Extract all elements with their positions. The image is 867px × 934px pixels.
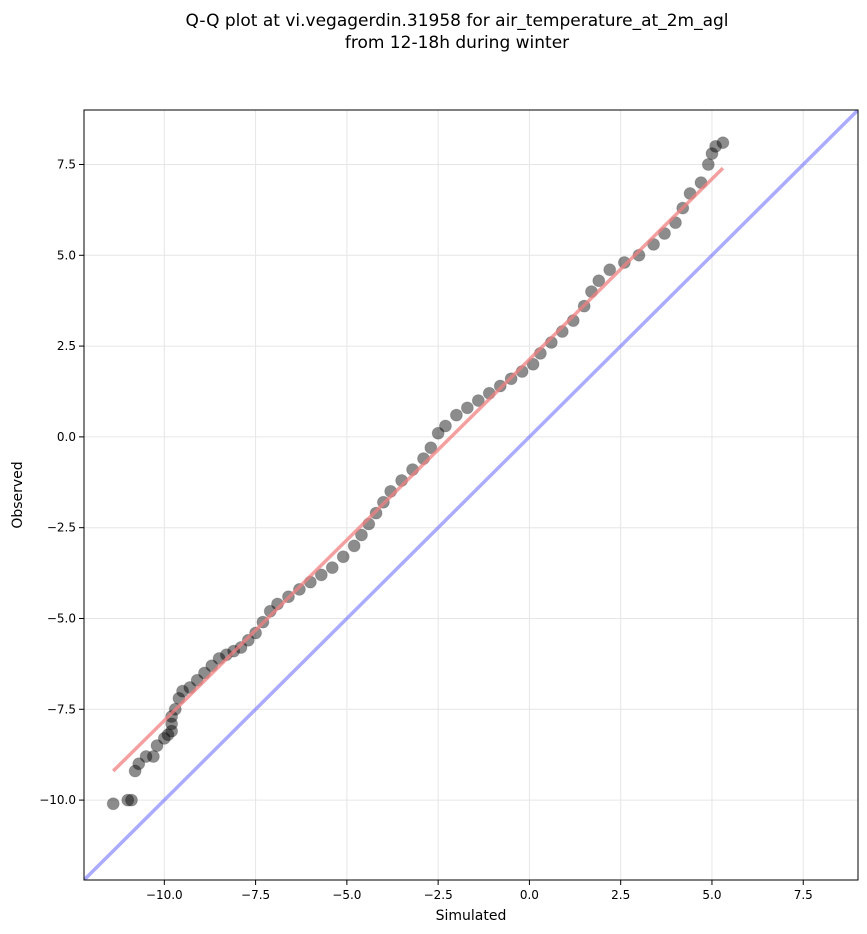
- quantile-point: [292, 582, 306, 596]
- x-tick-label: −7.5: [241, 888, 270, 902]
- x-tick-label: −10.0: [146, 888, 183, 902]
- y-tick-label: −2.5: [47, 521, 76, 535]
- quantile-point: [121, 793, 135, 807]
- quantile-point: [146, 750, 160, 764]
- quantile-point: [336, 550, 350, 564]
- quantile-point: [161, 728, 175, 742]
- y-tick-label: 0.0: [57, 430, 76, 444]
- quantile-point: [325, 561, 339, 575]
- quantile-point: [157, 731, 171, 745]
- quantile-point: [165, 724, 179, 738]
- x-tick-label: 5.0: [702, 888, 721, 902]
- y-tick-label: −5.0: [47, 611, 76, 625]
- chart-title-line-1: Q-Q plot at vi.vegagerdin.31958 for air_…: [185, 11, 728, 31]
- quantile-point: [701, 157, 715, 171]
- quantile-point: [176, 684, 190, 698]
- quantile-point: [471, 394, 485, 408]
- quantile-point: [234, 641, 248, 655]
- quantile-point: [354, 528, 368, 542]
- quantile-point: [603, 263, 617, 277]
- quantile-point: [139, 750, 153, 764]
- quantile-point: [106, 797, 120, 811]
- quantile-point: [128, 764, 142, 778]
- plot-area: [84, 110, 858, 880]
- quantile-point: [460, 401, 474, 415]
- quantile-point: [165, 710, 179, 724]
- grid: [84, 110, 858, 880]
- quantile-point: [132, 757, 146, 771]
- quantile-point: [124, 793, 138, 807]
- quantile-point: [617, 256, 631, 270]
- axes-frame: [83, 109, 859, 881]
- quantile-point: [424, 441, 438, 455]
- y-tick-label: 2.5: [57, 339, 76, 353]
- y-tick-label: −10.0: [39, 793, 76, 807]
- quantile-point: [709, 139, 723, 153]
- quantile-point: [431, 426, 445, 440]
- fit-line: [111, 166, 725, 773]
- chart-title-line-2: from 12-18h during winter: [345, 33, 569, 53]
- x-tick-label: −2.5: [424, 888, 453, 902]
- quantile-point: [347, 539, 361, 553]
- quantile-point: [165, 717, 179, 731]
- quantile-point: [249, 626, 263, 640]
- quantile-point: [241, 633, 255, 647]
- reference-line: [84, 110, 858, 880]
- quantile-point: [716, 136, 730, 150]
- quantile-point: [705, 147, 719, 161]
- y-tick-label: 7.5: [57, 157, 76, 171]
- x-tick-label: −5.0: [332, 888, 361, 902]
- quantile-point: [449, 408, 463, 422]
- y-tick-label: 5.0: [57, 248, 76, 262]
- axis-ticks: −10.0 −7.5 −5.0 −2.5 0.0 2.5 5.0 7.5 −10.0 −7.5 −5…: [39, 157, 813, 902]
- quantile-point: [438, 419, 452, 433]
- quantile-point: [314, 568, 328, 582]
- x-tick-label: 0.0: [520, 888, 539, 902]
- x-tick-label: 7.5: [794, 888, 813, 902]
- y-axis-label: Observed: [10, 461, 26, 528]
- y-tick-label: −7.5: [47, 702, 76, 716]
- x-tick-label: 2.5: [611, 888, 630, 902]
- quantile-point: [592, 274, 606, 288]
- quantile-point: [150, 739, 164, 753]
- x-axis-label: Simulated: [436, 908, 507, 924]
